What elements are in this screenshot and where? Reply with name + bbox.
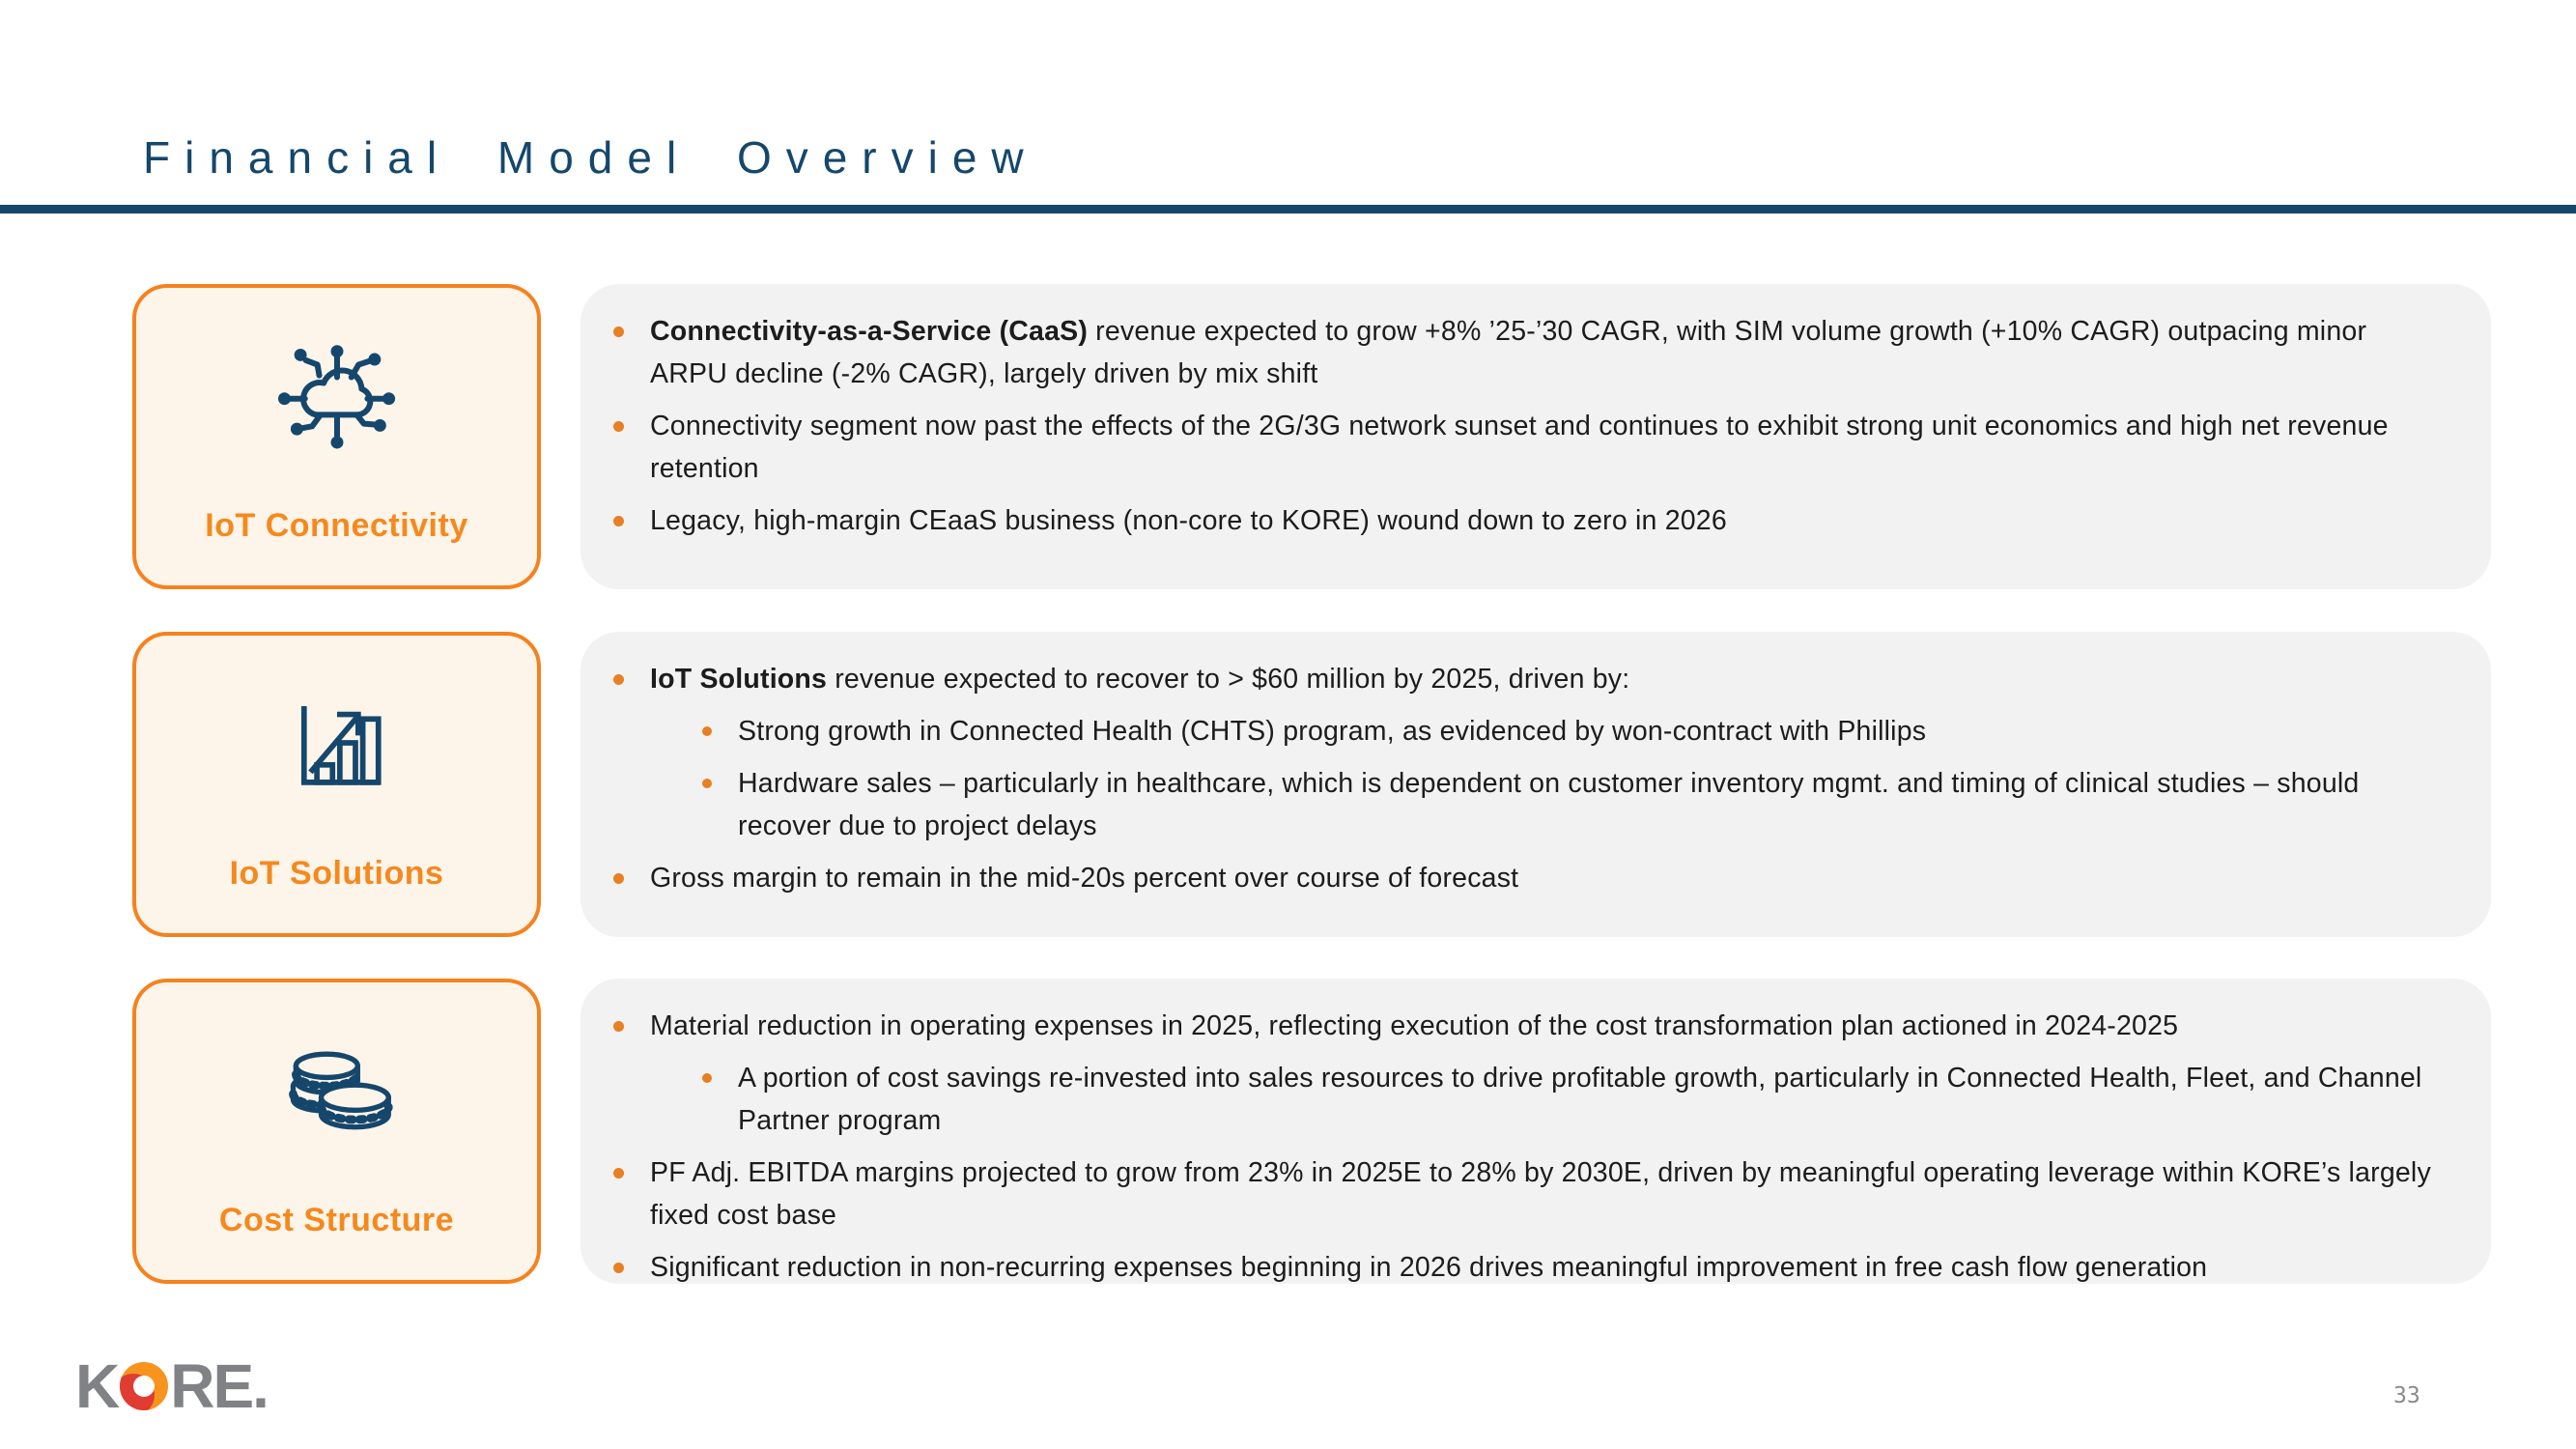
bullet-text: Connectivity segment now past the effect… — [650, 411, 2389, 484]
bullet-icon — [702, 1073, 712, 1083]
section-panel-iot-connectivity: Connectivity-as-a-Service (CaaS) revenue… — [580, 284, 2491, 589]
section-label-iot-connectivity: IoT Connectivity — [205, 507, 468, 544]
iot-connectivity-cloud-icon — [136, 328, 537, 462]
section-label-iot-solutions: IoT Solutions — [229, 855, 444, 892]
kore-logo: K RE. — [75, 1351, 269, 1421]
bullet-item: IoT Solutions revenue expected to recove… — [613, 658, 2439, 700]
bullet-icon — [613, 327, 624, 337]
section-panel-iot-solutions: IoT Solutions revenue expected to recove… — [580, 632, 2491, 937]
bar-chart-growth-icon — [136, 676, 537, 810]
section-panel-cost-structure: Material reduction in operating expenses… — [580, 979, 2491, 1284]
bullet-text: Legacy, high-margin CEaaS business (non-… — [650, 505, 1727, 536]
bullet-item: PF Adj. EBITDA margins projected to grow… — [613, 1151, 2439, 1236]
bullet-list: Material reduction in operating expenses… — [580, 979, 2491, 1284]
bullet-text: Material reduction in operating expenses… — [650, 1010, 2179, 1041]
section-label-cost-structure: Cost Structure — [218, 1202, 455, 1238]
bullet-list: IoT Solutions revenue expected to recove… — [580, 632, 2491, 899]
bullet-list: Connectivity-as-a-Service (CaaS) revenue… — [580, 284, 2491, 542]
section-row-iot-solutions: IoT Solutions IoT Solutions revenue expe… — [0, 632, 2576, 937]
section-box-iot-connectivity: IoT Connectivity — [132, 284, 541, 589]
bullet-text: PF Adj. EBITDA margins projected to grow… — [650, 1157, 2431, 1231]
title-divider — [0, 205, 2576, 213]
bullet-text: A portion of cost savings re-invested in… — [738, 1063, 2422, 1136]
bullet-text: Strong growth in Connected Health (CHTS)… — [738, 716, 1927, 747]
bullet-item: Material reduction in operating expenses… — [613, 1005, 2439, 1047]
bullet-item-sub: Strong growth in Connected Health (CHTS)… — [613, 710, 2439, 753]
bullet-item-sub: A portion of cost savings re-invested in… — [613, 1057, 2439, 1142]
bullet-text: IoT Solutions revenue expected to recove… — [650, 664, 1630, 695]
bullet-icon — [613, 516, 624, 526]
bullet-item-sub: Hardware sales – particularly in healthc… — [613, 762, 2439, 847]
logo-letters-re: RE. — [170, 1351, 269, 1421]
bullet-text: Significant reduction in non-recurring e… — [650, 1252, 2208, 1283]
page-number: 33 — [2393, 1383, 2420, 1408]
section-box-iot-solutions: IoT Solutions — [132, 632, 541, 937]
bullet-icon — [613, 873, 624, 884]
bullet-icon — [702, 779, 712, 788]
bullet-item: Legacy, high-margin CEaaS business (non-… — [613, 499, 2439, 542]
bullet-icon — [613, 1168, 624, 1179]
bullet-text: Gross margin to remain in the mid-20s pe… — [650, 863, 1519, 894]
bullet-icon — [613, 421, 624, 432]
bullet-item: Connectivity-as-a-Service (CaaS) revenue… — [613, 310, 2439, 395]
bullet-icon — [613, 1263, 624, 1273]
bullet-icon — [613, 1021, 624, 1032]
bullet-icon — [613, 674, 624, 685]
section-row-iot-connectivity: IoT Connectivity Connectivity-as-a-Servi… — [0, 284, 2576, 589]
bullet-item: Significant reduction in non-recurring e… — [613, 1246, 2439, 1284]
bullet-text: Hardware sales – particularly in healthc… — [738, 768, 2360, 841]
logo-letter-k: K — [75, 1351, 120, 1421]
bullet-text: Connectivity-as-a-Service (CaaS) revenue… — [650, 316, 2367, 389]
bullet-icon — [702, 726, 712, 736]
bullet-item: Connectivity segment now past the effect… — [613, 405, 2439, 490]
section-row-cost-structure: Cost Structure Material reduction in ope… — [0, 979, 2576, 1284]
section-box-cost-structure: Cost Structure — [132, 979, 541, 1284]
logo-o-icon — [120, 1362, 169, 1410]
bullet-item: Gross margin to remain in the mid-20s pe… — [613, 857, 2439, 899]
page-title: Financial Model Overview — [143, 132, 1038, 183]
coins-icon — [136, 1023, 537, 1156]
